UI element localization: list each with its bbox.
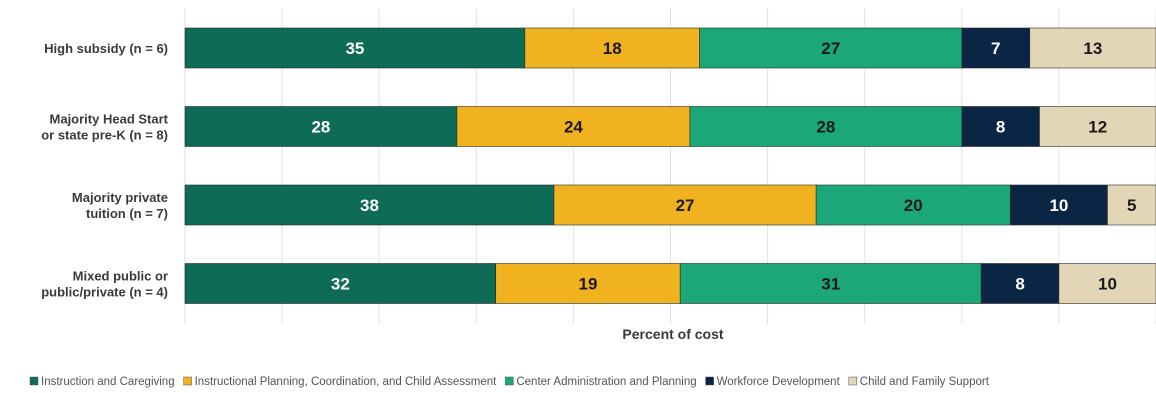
data-label: 27 [676, 196, 695, 215]
legend-label: Center Administration and Planning [516, 376, 696, 388]
bar-segment [815, 184, 1011, 226]
bar-segment [1039, 106, 1156, 147]
bar-segment [1058, 263, 1156, 304]
data-label: 5 [1127, 196, 1136, 215]
bar-row: 32 19 31 8 10 [184, 263, 1156, 304]
legend-item: Child and Family Support [848, 376, 990, 388]
category-label: or state pre-K (n = 8) [41, 128, 168, 143]
data-label: 28 [311, 118, 330, 137]
legend-item: Instruction and Caregiving [29, 376, 175, 388]
data-label: 38 [360, 196, 379, 215]
legend-label: Instructional Planning, Coordination, an… [195, 376, 498, 388]
data-label: 20 [904, 196, 923, 215]
data-label: 8 [996, 118, 1005, 137]
bar-segment [184, 27, 526, 69]
legend-swatch [505, 376, 514, 386]
bar-row: 35 18 27 7 13 [184, 27, 1156, 69]
category-label: public/private (n = 4) [41, 285, 168, 300]
bar-segment [1029, 27, 1156, 69]
data-label: 8 [1015, 275, 1024, 294]
bar-segment [184, 106, 458, 147]
data-label: 13 [1083, 39, 1102, 58]
legend-item: Instructional Planning, Coordination, an… [183, 376, 498, 388]
bar-segment [184, 184, 555, 226]
data-label: 27 [821, 39, 840, 58]
legend-item: Workforce Development [705, 376, 841, 388]
data-label: 19 [579, 275, 598, 294]
data-label: 7 [991, 39, 1000, 58]
data-label: 10 [1098, 275, 1117, 294]
category-label: Majority Head Start [50, 112, 169, 127]
category-labels: High subsidy (n = 6) Majority Head Starto… [41, 41, 168, 300]
data-label: 10 [1049, 196, 1068, 215]
bar-segment [524, 27, 700, 69]
data-label: 32 [331, 275, 350, 294]
legend-label: Workforce Development [717, 376, 841, 388]
legend-swatch [705, 376, 714, 386]
legend: Instruction and Caregiving Instructional … [29, 376, 990, 388]
legend-label: Instruction and Caregiving [41, 376, 175, 388]
bar-segment [456, 106, 691, 147]
bar-row: 28 24 28 8 12 [184, 106, 1156, 147]
bar-groups: 35 18 27 7 13 28 24 28 8 12 38 27 20 10 5 32 19 31 8 10 [184, 27, 1156, 304]
bar-row: 38 27 20 10 5 [184, 184, 1156, 226]
bar-segment [961, 27, 1031, 69]
data-label: 28 [816, 118, 835, 137]
data-label: 12 [1088, 118, 1107, 137]
legend-swatch [848, 376, 858, 386]
category-label: High subsidy (n = 6) [44, 41, 168, 56]
legend-swatch [183, 376, 192, 386]
data-label: 31 [821, 275, 840, 294]
bar-segment [699, 27, 963, 69]
category-label: Majority private [72, 190, 168, 205]
legend-label: Child and Family Support [860, 376, 990, 388]
bar-segment [184, 263, 497, 304]
x-axis-title: Percent of cost [622, 326, 723, 342]
bar-segment [961, 106, 1040, 147]
data-label: 24 [564, 118, 583, 137]
legend-item: Center Administration and Planning [505, 376, 697, 388]
bar-segment [689, 106, 963, 147]
bar-segment [553, 184, 817, 226]
bar-segment [980, 263, 1060, 304]
legend-swatch [29, 376, 39, 386]
data-label: 35 [345, 39, 364, 58]
bar-segment [495, 263, 681, 304]
bar-segment [1010, 184, 1108, 226]
data-label: 18 [603, 39, 622, 58]
bar-segment [1107, 184, 1156, 226]
category-label: Mixed public or [73, 269, 168, 284]
category-label: tuition (n = 7) [86, 206, 168, 221]
bar-segment [679, 263, 982, 304]
